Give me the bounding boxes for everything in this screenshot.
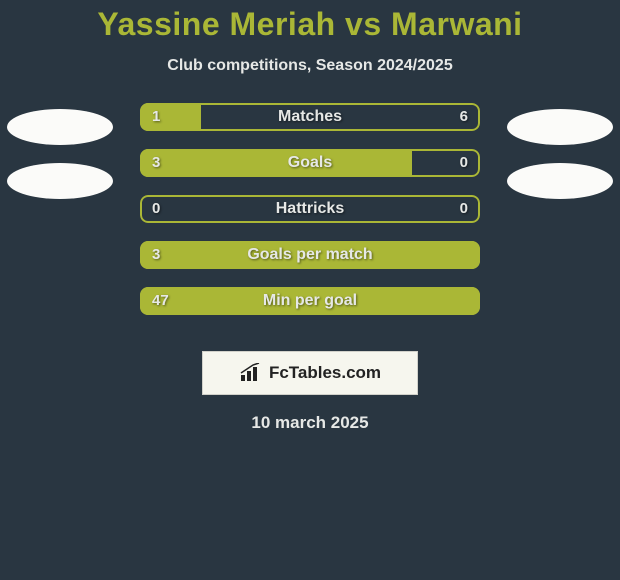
bar-label: Hattricks <box>140 195 480 223</box>
avatar-right-bottom <box>507 163 613 199</box>
chart-area: 16Matches 30Goals 00Hattricks 3Goals per ma… <box>0 103 620 343</box>
brand-text: FcTables.com <box>269 363 381 383</box>
stat-bar: 3Goals per match <box>140 241 480 269</box>
avatar-column-right <box>500 103 620 199</box>
bars-container: 16Matches 30Goals 00Hattricks 3Goals per ma… <box>140 103 480 333</box>
bar-label: Matches <box>140 103 480 131</box>
bar-label: Goals <box>140 149 480 177</box>
page-subtitle: Club competitions, Season 2024/2025 <box>0 57 620 75</box>
page-title: Yassine Meriah vs Marwani <box>0 0 620 43</box>
avatar-left-bottom <box>7 163 113 199</box>
stat-bar: 16Matches <box>140 103 480 131</box>
avatar-right-top <box>507 109 613 145</box>
brand-box: FcTables.com <box>202 351 418 395</box>
bar-label: Min per goal <box>140 287 480 315</box>
avatar-column-left <box>0 103 120 199</box>
stat-bar: 30Goals <box>140 149 480 177</box>
stat-bar: 47Min per goal <box>140 287 480 315</box>
avatar-left-top <box>7 109 113 145</box>
date-label: 10 march 2025 <box>0 413 620 433</box>
bars-chart-icon <box>239 363 263 383</box>
bar-label: Goals per match <box>140 241 480 269</box>
infographic-root: Yassine Meriah vs Marwani Club competiti… <box>0 0 620 580</box>
stat-bar: 00Hattricks <box>140 195 480 223</box>
